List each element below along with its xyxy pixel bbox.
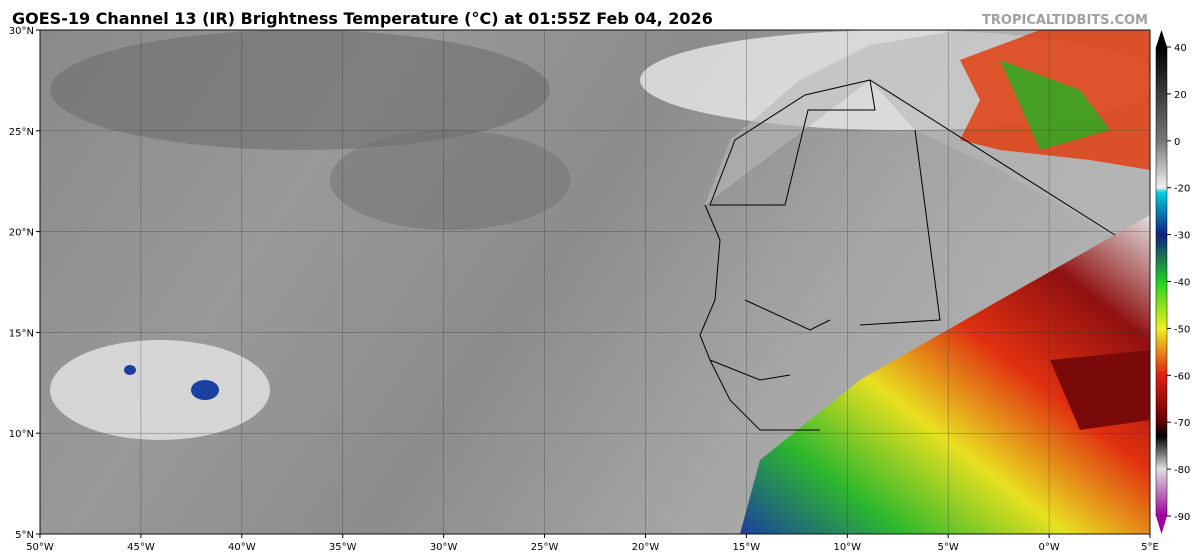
- colorbar: [1155, 46, 1168, 517]
- lon-label: 10°W: [833, 542, 861, 553]
- colorbar-label: -50: [1174, 324, 1190, 335]
- lon-label: 15°W: [733, 542, 761, 553]
- lon-label: 40°W: [228, 542, 256, 553]
- satellite-image: [40, 30, 1150, 534]
- colorbar-label: -80: [1174, 465, 1190, 476]
- lat-label: 30°N: [9, 26, 34, 37]
- lon-label: 25°W: [531, 542, 559, 553]
- colorbar-label: 40: [1174, 43, 1187, 54]
- lon-label: 0°W: [1038, 542, 1059, 553]
- lat-label: 5°N: [15, 530, 34, 541]
- lon-label: 45°W: [127, 542, 155, 553]
- title: GOES-19 Channel 13 (IR) Brightness Tempe…: [12, 9, 713, 28]
- lat-label: 15°N: [9, 328, 34, 339]
- colorbar-label: -90: [1174, 512, 1190, 523]
- colorbar-label: -60: [1174, 371, 1190, 382]
- colorbar-extend-top: [1156, 30, 1167, 47]
- colorbar-label: -40: [1174, 278, 1190, 289]
- colorbar-label: -20: [1174, 184, 1190, 195]
- colorbar-label: 20: [1174, 90, 1187, 101]
- lon-label: 20°W: [632, 542, 660, 553]
- lat-label: 20°N: [9, 228, 34, 239]
- colorbar-label: -70: [1174, 418, 1190, 429]
- colorbar-label: -30: [1174, 231, 1190, 242]
- watermark: TROPICALTIDBITS.COM: [982, 13, 1148, 28]
- lon-label: 50°W: [26, 542, 54, 553]
- colorbar-extend-bottom: [1156, 516, 1167, 534]
- lat-label: 25°N: [9, 127, 34, 138]
- lon-label: 5°E: [1141, 542, 1159, 553]
- lat-label: 10°N: [9, 429, 34, 440]
- lon-label: 30°W: [430, 542, 458, 553]
- colorbar-label: 0: [1174, 137, 1180, 148]
- lon-label: 35°W: [329, 542, 357, 553]
- lon-label: 5°W: [938, 542, 959, 553]
